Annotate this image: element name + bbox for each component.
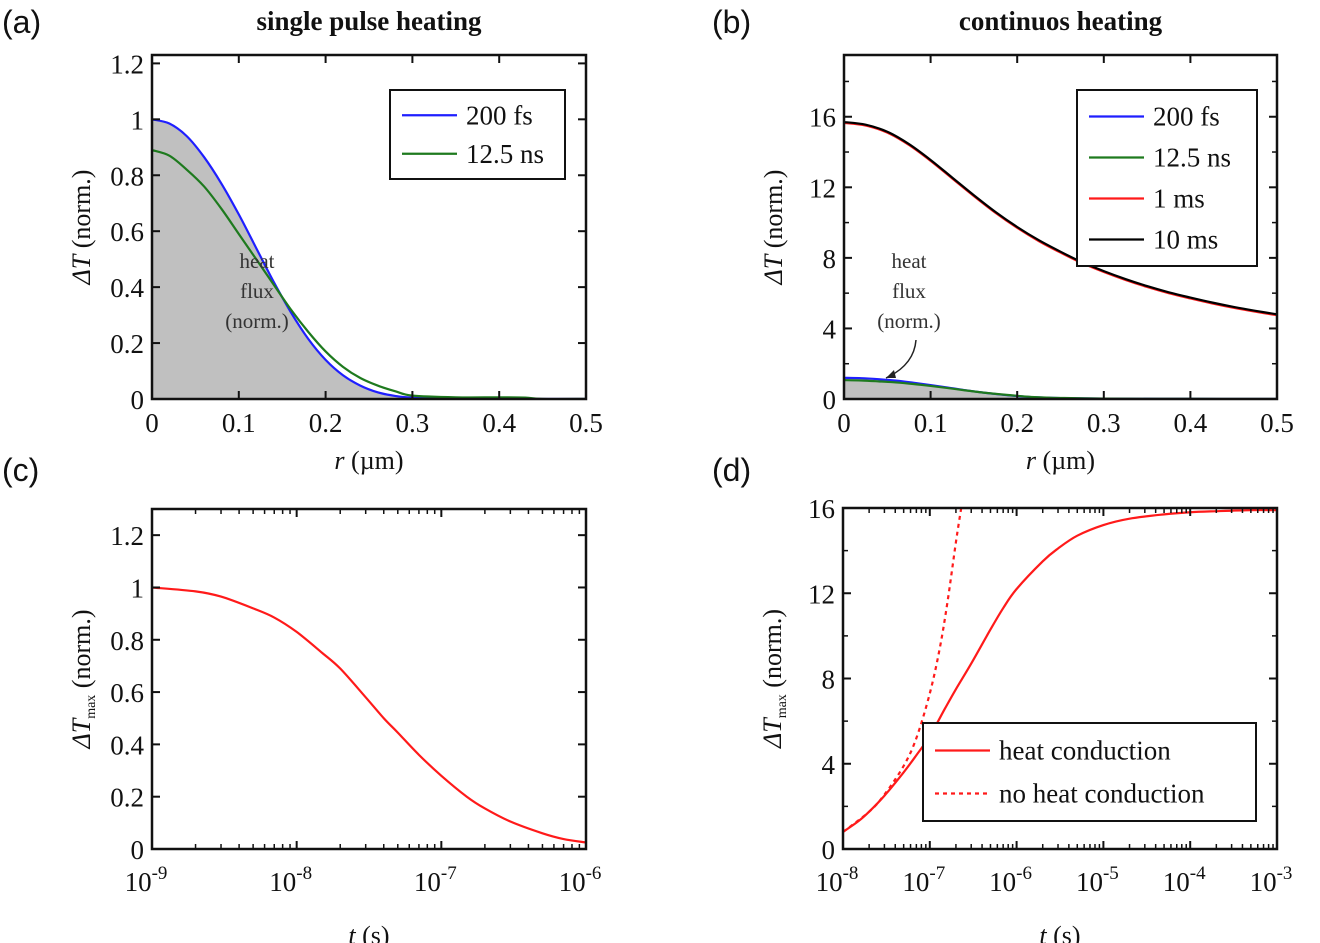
plot-area [843, 508, 1277, 833]
panel-label: (d) [712, 452, 751, 488]
annotation-arrowhead [886, 370, 896, 378]
heat-flux-annotation: heat [240, 249, 275, 273]
x-tick-label: 0.3 [396, 408, 430, 438]
x-tick-label: 0.3 [1087, 408, 1121, 438]
x-tick-label: 0.5 [1260, 408, 1294, 438]
y-axis-label: ΔTmax (norm.) [67, 609, 99, 749]
series-line-12-5-ns [152, 149, 586, 399]
chart-title: single pulse heating [256, 6, 482, 36]
heat-flux-annotation: heat [892, 249, 927, 273]
heat-flux-area [152, 119, 586, 399]
x-axis-label: t (s) [348, 921, 389, 943]
legend-box [922, 722, 1257, 822]
x-tick-label: 10-6 [559, 863, 602, 897]
y-axis-label: ΔT (norm.) [67, 170, 96, 286]
legend-label: 200 fs [466, 100, 533, 130]
legend-label: 12.5 ns [1153, 143, 1231, 173]
panel-d: (d) 10-8 10-7 10-6 10-5 10-4 10-3 0 4 8 12 16 t (s) Δ… [712, 452, 1292, 943]
panel-a: (a) single pulse heating 0 0.1 0.2 0.3 0.4 0.5 0… [2, 4, 603, 475]
panel-label: (a) [2, 4, 41, 40]
x-tick-label: 0 [145, 408, 159, 438]
x-tick-label: 10-6 [989, 863, 1032, 897]
heat-flux-annotation: (norm.) [225, 309, 289, 333]
panel-c: (c) 10-9 10-8 10-7 10-6 0 0.2 0.4 0.6 0.8 1 1.2 t (s… [2, 452, 601, 943]
heat-flux-annotation: flux [892, 279, 926, 303]
x-tick-label: 0 [837, 408, 851, 438]
x-tick-label: 0.1 [222, 408, 256, 438]
axes-frame [150, 507, 588, 851]
annotation-arrow [885, 339, 917, 379]
y-tick-label: 0.2 [110, 783, 144, 813]
heat-flux-annotation: flux [240, 279, 274, 303]
x-tick-label: 10-5 [1076, 863, 1119, 897]
x-tick-label: 0.4 [482, 408, 516, 438]
y-tick-label: 0.6 [110, 678, 144, 708]
y-tick-label: 1 [131, 573, 145, 603]
x-tick-label: 10-4 [1163, 863, 1206, 897]
y-tick-label: 16 [809, 103, 836, 133]
y-tick-label: 0 [823, 385, 837, 415]
y-axis-label: ΔTmax (norm.) [758, 609, 790, 749]
x-tick-label: 10-3 [1250, 863, 1293, 897]
plot-area [152, 586, 586, 844]
y-tick-label: 0.8 [110, 161, 144, 191]
legend-label: no heat conduction [999, 779, 1205, 809]
x-tick-label: 0.4 [1174, 408, 1208, 438]
x-tick-label: 0.2 [1000, 408, 1034, 438]
y-tick-label: 0.4 [110, 730, 144, 760]
y-tick-label: 8 [823, 244, 837, 274]
x-tick-label: 10-7 [902, 863, 945, 897]
y-tick-label: 0 [131, 835, 145, 865]
legend: 200 fs 12.5 ns 1 ms 10 ms [1076, 89, 1258, 267]
y-tick-label: 0.2 [110, 329, 144, 359]
series-line-heat-conduction [843, 508, 1277, 833]
series-line--tmax [152, 586, 586, 844]
x-axis-label: t (s) [1039, 921, 1080, 943]
legend-box [389, 89, 566, 180]
legend-label: 12.5 ns [466, 139, 544, 169]
y-tick-label: 4 [823, 314, 837, 344]
y-tick-label: 1.2 [110, 49, 144, 79]
x-tick-label: 0.2 [309, 408, 343, 438]
y-tick-label: 0.4 [110, 273, 144, 303]
series-line-10-ms [844, 120, 1277, 316]
legend-label: 1 ms [1153, 184, 1205, 214]
heat-flux-area [844, 377, 1277, 399]
y-tick-label: 0 [822, 835, 836, 865]
panel-label: (c) [2, 452, 39, 488]
legend-label: 10 ms [1153, 225, 1218, 255]
y-tick-label: 16 [808, 494, 835, 524]
y-tick-label: 12 [808, 579, 835, 609]
axes-frame [842, 53, 1279, 401]
legend-box [1076, 89, 1258, 267]
x-tick-label: 10-9 [125, 863, 168, 897]
legend: heat conduction no heat conduction [922, 722, 1257, 822]
y-tick-label: 0 [131, 385, 145, 415]
y-axis-label: ΔT (norm.) [759, 170, 788, 286]
x-tick-label: 10-7 [414, 863, 457, 897]
x-tick-label: 0.5 [569, 408, 603, 438]
x-axis-label: r (µm) [334, 446, 403, 475]
y-tick-label: 0.6 [110, 217, 144, 247]
heat-flux-annotation: (norm.) [877, 309, 941, 333]
legend-label: heat conduction [999, 736, 1171, 766]
y-tick-label: 1.2 [110, 521, 144, 551]
x-tick-label: 0.1 [914, 408, 948, 438]
x-axis-label: r (µm) [1026, 446, 1095, 475]
chart-title: continuos heating [959, 6, 1163, 36]
axes-frame [150, 53, 588, 401]
y-tick-label: 0.8 [110, 626, 144, 656]
y-tick-label: 1 [131, 105, 145, 135]
legend-label: 200 fs [1153, 102, 1220, 132]
x-tick-label: 10-8 [816, 863, 859, 897]
y-tick-label: 4 [822, 750, 836, 780]
y-tick-label: 12 [809, 173, 836, 203]
panel-label: (b) [712, 4, 751, 40]
y-tick-label: 8 [822, 665, 836, 695]
legend: 200 fs 12.5 ns [389, 89, 566, 180]
x-tick-label: 10-8 [269, 863, 312, 897]
panel-b: (b) continuos heating 0 0.1 0.2 0.3 0.4 0.5 0 4 8 1… [712, 4, 1294, 475]
